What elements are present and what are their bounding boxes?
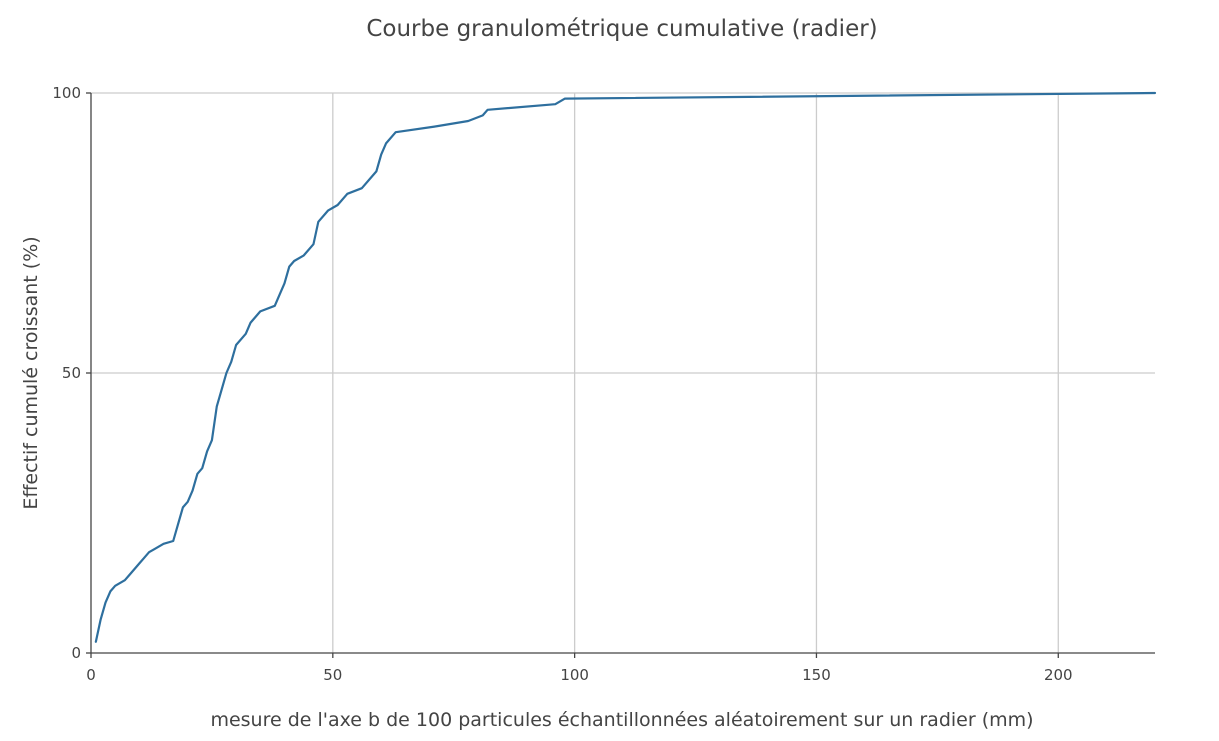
- x-tick-label: 150: [802, 666, 831, 684]
- series-line-0: [94, 91, 1157, 643]
- x-tick-label: 100: [560, 666, 589, 684]
- x-axis-title: mesure de l'axe b de 100 particules écha…: [210, 709, 1033, 731]
- x-tick-label: 200: [1044, 666, 1073, 684]
- grid: [91, 92, 1155, 653]
- y-tick-label: 50: [62, 364, 81, 382]
- y-tick-label: 0: [71, 644, 81, 662]
- series-layer: [94, 91, 1157, 643]
- y-tick-label: 100: [52, 84, 81, 102]
- y-axis-title: Effectif cumulé croissant (%): [20, 236, 42, 509]
- x-tick-label: 50: [323, 666, 342, 684]
- chart-title: Courbe granulométrique cumulative (radie…: [366, 16, 877, 42]
- x-tick-label: 0: [86, 666, 96, 684]
- axes: 0 50 100 150 200 0 50 100: [52, 84, 1155, 684]
